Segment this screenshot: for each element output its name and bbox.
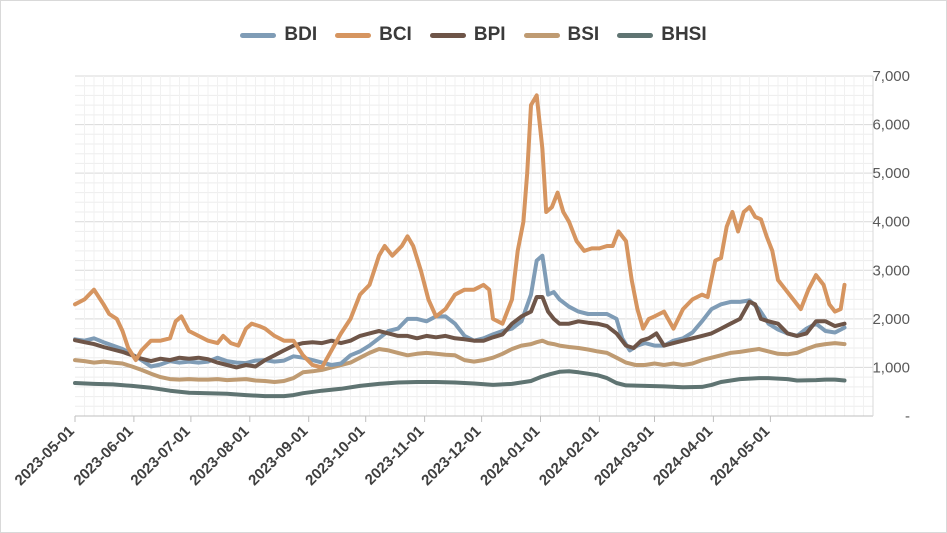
y-tick-label: 7,000: [872, 68, 910, 85]
y-tick-label: 3,000: [872, 262, 910, 279]
y-tick-labels: - 1,000 2,000 3,000 4,000 5,000 6,000 7,000: [872, 68, 910, 425]
x-tick-label: 2023-08-01: [186, 423, 252, 489]
y-tick-label: 6,000: [872, 117, 910, 134]
y-tick-label: 4,000: [872, 214, 910, 231]
legend-label-bhsi: BHSI: [661, 24, 707, 45]
legend-label-bdi: BDI: [284, 24, 318, 45]
axis-layer: [74, 76, 874, 422]
x-tick-label: 2024-01-01: [477, 423, 543, 489]
series-line-bci: [73, 93, 847, 370]
x-tick-labels: 2023-05-012023-06-012023-07-012023-08-01…: [12, 423, 774, 489]
legend-swatch-bhsi: [617, 32, 654, 38]
x-tick-label: 2023-12-01: [418, 423, 484, 489]
legend-label-bci: BCI: [379, 24, 412, 45]
y-tick-label: 1,000: [872, 359, 910, 376]
x-tick-label: 2023-07-01: [127, 423, 193, 489]
y-tick-label: -: [905, 408, 910, 425]
legend-swatch-bdi: [240, 32, 277, 38]
grid-layer: [75, 75, 874, 416]
x-tick-label: 2024-05-01: [707, 423, 773, 489]
legend-item-bdi: BDI: [240, 24, 317, 46]
x-tick-label: 2023-11-01: [362, 423, 428, 489]
legend-item-bhsi: BHSI: [617, 24, 707, 46]
legend-label-bpi: BPI: [473, 24, 506, 45]
x-tick-label: 2024-04-01: [650, 423, 716, 489]
legend-item-bsi: BSI: [523, 24, 600, 46]
legend-item-bci: BCI: [335, 24, 412, 46]
series-line-bhsi: [73, 369, 847, 399]
legend-swatch-bpi: [429, 32, 466, 38]
series-line-bpi: [73, 295, 847, 370]
series-layer: [73, 93, 847, 399]
legend-label-bsi: BSI: [567, 24, 600, 45]
x-tick-label: 2023-06-01: [70, 423, 136, 489]
x-tick-label: 2023-10-01: [302, 423, 368, 489]
legend-item-bpi: BPI: [429, 24, 506, 46]
legend: BDI BCI BPI BSI BHSI: [0, 20, 947, 50]
series-line-bdi: [73, 253, 847, 369]
x-tick-label: 2024-03-01: [591, 423, 657, 489]
x-tick-label: 2023-09-01: [245, 423, 311, 489]
x-tick-label: 2023-05-01: [12, 423, 78, 489]
y-tick-label: 2,000: [872, 311, 910, 328]
legend-swatch-bci: [335, 32, 372, 38]
legend-swatch-bsi: [523, 32, 560, 38]
y-tick-label: 5,000: [872, 165, 910, 182]
series-line-bsi: [73, 338, 847, 384]
